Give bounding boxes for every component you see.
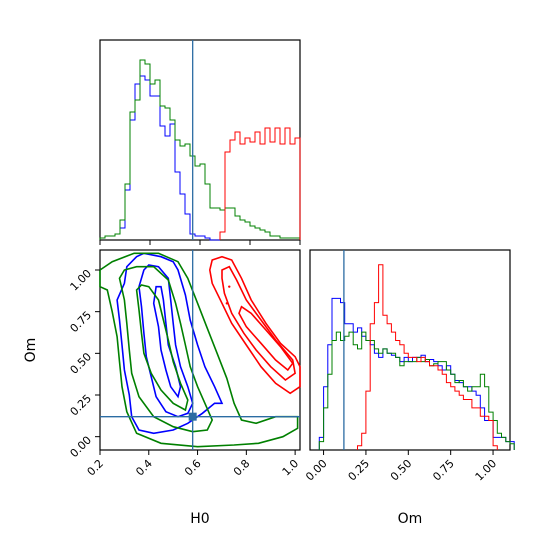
contour-6 (208, 255, 301, 395)
scatter-ytick-label-4: 1.00 (68, 267, 95, 294)
scatter-ytick-label-3: 0.75 (68, 309, 95, 336)
contour-2 (152, 285, 182, 399)
om-hist-tick-label-4: 1.00 (473, 457, 500, 484)
h0-hist-line-1 (99, 59, 301, 240)
om-hist-tick-label-3: 0.75 (430, 457, 457, 484)
h0-histogram-series (99, 59, 301, 241)
om-hist-line-1 (318, 331, 515, 450)
scatter-ytick-label-2: 0.50 (68, 350, 95, 377)
contour-7 (221, 265, 296, 382)
contour-dot-1 (225, 302, 229, 305)
scatter-ytick-label-1: 0.25 (68, 392, 95, 419)
xlabel-h0: H0 (190, 511, 209, 527)
om-hist-line-0 (318, 297, 515, 450)
om-histogram-frame (309, 249, 511, 451)
contour-4 (118, 265, 214, 433)
ylabel-om: Om (23, 338, 39, 363)
scatter-y-ticks: 0.00 0.25 0.50 0.75 1.00 (68, 267, 100, 460)
om-hist-line-2 (357, 264, 498, 450)
h0-histogram-ticks (99, 240, 301, 245)
om-hist-tick-label-2: 0.50 (388, 457, 415, 484)
h0-hist-line-2 (219, 127, 301, 240)
om-histogram-series (318, 264, 515, 450)
h0-histogram-panel (99, 39, 301, 245)
scatter-panel: 0.2 0.4 0.6 0.8 1.0 0.000.250.500.751.00 Om … (23, 249, 302, 527)
scatter-xtick-label-3: 0.8 (231, 457, 253, 479)
om-hist-tick-label-1: 0.25 (346, 457, 373, 484)
om-histogram-ticks: 0.00 0.25 0.50 0.75 1.00 (303, 450, 499, 483)
scatter-x-ticks: 0.2 0.4 0.6 0.8 1.0 (85, 450, 302, 479)
scatter-contours (99, 252, 301, 448)
scatter-ytick-label-0: 0.00 (68, 434, 95, 461)
scatter-frame (99, 249, 301, 451)
contour-5 (135, 284, 189, 412)
scatter-xtick-label-4: 1.0 (280, 457, 302, 479)
scatter-xtick-label-2: 0.6 (182, 457, 204, 479)
xlabel-om: Om (398, 511, 423, 527)
om-histogram-panel: 0.00 0.25 0.50 0.75 1.00 Om (303, 249, 515, 527)
truth-marker (188, 412, 197, 421)
contour-dot-0 (228, 285, 231, 288)
om-hist-tick-label-0: 0.00 (303, 457, 330, 484)
scatter-xtick-label-1: 0.4 (133, 457, 155, 479)
scatter-xtick-label-0: 0.2 (85, 457, 107, 479)
contour-8 (238, 305, 294, 372)
